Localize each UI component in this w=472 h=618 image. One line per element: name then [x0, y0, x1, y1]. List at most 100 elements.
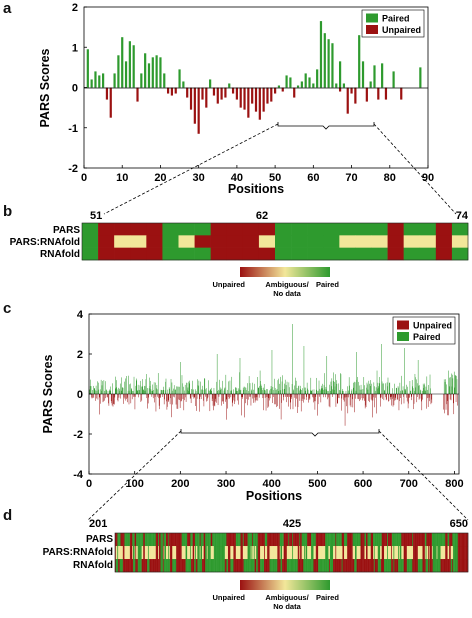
chart-d-cell — [420, 533, 422, 547]
chart-c-bar — [381, 344, 382, 394]
chart-c-bar — [207, 394, 209, 398]
chart-c-bar — [191, 389, 193, 394]
chart-d-cell — [125, 546, 127, 560]
chart-c-bar — [206, 394, 207, 402]
chart-c-bar — [209, 394, 211, 412]
chart-d-cell — [428, 533, 430, 547]
chart-d-cell — [193, 546, 195, 560]
chart-d-cell — [260, 546, 262, 560]
chart-c-bar — [107, 390, 109, 394]
chart-d-cell — [368, 533, 370, 547]
chart-c-bar — [426, 376, 428, 394]
chart-d-cell — [442, 546, 444, 560]
chart-c-bar — [363, 394, 365, 401]
chart-d-cell — [397, 546, 399, 560]
chart-d-cell — [294, 533, 296, 547]
chart-d-cell — [253, 546, 255, 560]
chart-d-cell — [349, 533, 351, 547]
chart-c-bar — [214, 394, 215, 406]
chart-c-bar — [444, 394, 445, 414]
chart-d-cell — [288, 559, 290, 573]
chart-d-cell — [211, 559, 213, 573]
chart-d-cell — [155, 546, 156, 560]
chart-c-bar — [253, 394, 254, 403]
chart-d-cell — [333, 533, 335, 547]
chart-d-cell — [121, 533, 123, 547]
chart-c-bar — [278, 378, 279, 394]
chart-d-cell — [413, 559, 415, 573]
chart-d-cell — [326, 533, 328, 547]
chart-d-cell — [205, 533, 207, 547]
chart-c-bar — [135, 394, 136, 397]
chart-d-cell — [388, 559, 390, 573]
chart-d-cell — [280, 559, 282, 573]
chart-c-bar — [208, 390, 210, 394]
chart-c-bar — [251, 389, 253, 394]
chart-c-bar — [393, 394, 394, 398]
chart-d-cell — [347, 559, 349, 573]
chart-d-cell — [421, 533, 423, 547]
chart-d-cell — [159, 559, 161, 573]
chart-b-cell — [307, 223, 324, 236]
chart-c-bar — [364, 394, 366, 409]
chart-d-cell — [173, 559, 175, 573]
chart-b-cell — [178, 235, 195, 248]
chart-d-cell — [429, 546, 431, 560]
chart-d-cell — [273, 559, 275, 573]
chart-d-cell — [240, 546, 242, 560]
chart-c-bar — [168, 394, 169, 401]
chart-d-cell — [435, 559, 437, 573]
chart-d-cell — [234, 559, 236, 573]
chart-d-cell — [274, 533, 276, 547]
chart-d-cell — [358, 546, 360, 560]
chart-d-cell — [215, 546, 217, 560]
chart-d-cell — [303, 546, 305, 560]
chart-c-bar — [267, 389, 268, 394]
chart-d-cell — [333, 533, 335, 547]
chart-c-bar — [280, 376, 281, 394]
chart-d-cell — [448, 546, 450, 560]
chart-d-cell — [398, 533, 400, 547]
chart-d-cell — [430, 533, 432, 547]
chart-a-bar — [312, 83, 315, 88]
chart-d-cell — [381, 559, 383, 573]
chart-d-cell — [461, 546, 463, 560]
chart-a-x-tick-label: 70 — [345, 172, 357, 184]
chart-d-cell — [300, 533, 302, 547]
chart-d-cell — [162, 533, 164, 547]
chart-d-cell — [205, 559, 207, 573]
zoom-line-c-right — [378, 430, 469, 521]
chart-d-cell — [391, 559, 393, 573]
chart-d-cell — [135, 559, 137, 573]
chart-d-cell — [188, 559, 190, 573]
chart-d-cell — [336, 546, 338, 560]
chart-a-x-tick-label: 80 — [384, 172, 396, 184]
chart-d-cell — [282, 559, 284, 573]
chart-d-cell — [374, 533, 376, 547]
chart-d-cell — [390, 533, 392, 547]
chart-d-cell — [219, 533, 221, 547]
chart-d-cell — [358, 559, 360, 573]
chart-d-cell — [164, 546, 166, 560]
chart-a-bar — [369, 81, 372, 88]
chart-d-cell — [310, 559, 312, 573]
chart-d-cell — [387, 533, 389, 547]
chart-c-bar — [391, 394, 392, 406]
chart-c-bar — [301, 389, 302, 394]
chart-d-cell — [287, 546, 289, 560]
chart-d-cell — [126, 546, 128, 560]
chart-d-cell — [331, 533, 333, 547]
chart-d-cell — [320, 559, 322, 573]
chart-d-cell — [125, 559, 127, 573]
chart-d-cell — [173, 533, 175, 547]
chart-d-cell — [245, 533, 247, 547]
chart-d-cell — [427, 546, 429, 560]
chart-c-bar — [319, 394, 320, 397]
chart-c-bar — [449, 377, 450, 394]
chart-d-cell — [231, 559, 233, 573]
chart-d-cell — [301, 546, 303, 560]
chart-d-cell — [462, 546, 464, 560]
chart-c-bar — [143, 390, 145, 394]
chart-d-cell — [316, 559, 318, 573]
chart-d-cell — [213, 533, 215, 547]
